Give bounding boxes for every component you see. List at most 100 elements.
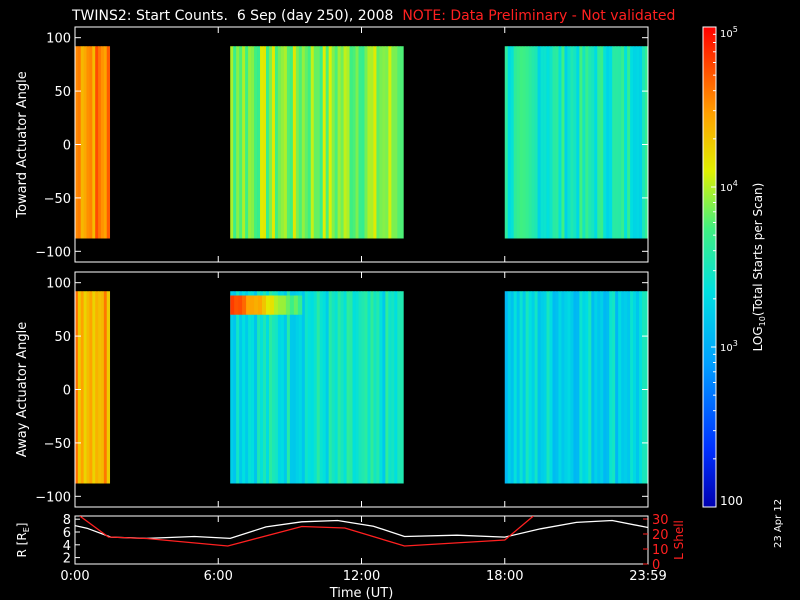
away-hot-cell: [269, 295, 275, 315]
away-cell: [95, 291, 99, 484]
away-cell: [325, 291, 330, 484]
toward-cell: [618, 46, 622, 239]
toward-cell: [367, 46, 371, 239]
away-cell: [242, 291, 246, 484]
toward-cell: [254, 46, 258, 239]
away-cell: [624, 291, 628, 484]
toward-ytick-label: −100: [35, 245, 71, 260]
toward-cell: [334, 46, 339, 239]
colorbar-gradient: [703, 27, 716, 507]
away-cell: [376, 291, 380, 484]
colorbar-tick-base: 10: [720, 343, 733, 354]
away-cell: [385, 291, 389, 484]
colorbar-tick-exp: 4: [733, 179, 738, 188]
away-cell: [364, 291, 368, 484]
orbit-ytick-left-label: 8: [63, 513, 71, 528]
toward-cell: [358, 46, 362, 239]
away-cell: [531, 291, 535, 484]
colorbar-label-sub: 10: [758, 316, 767, 326]
away-cell: [75, 291, 79, 484]
toward-cell: [364, 46, 368, 239]
toward-cell: [370, 46, 374, 239]
away-cell: [612, 291, 616, 484]
away-cell: [582, 291, 586, 484]
toward-ytick-label: 100: [46, 32, 71, 47]
away-cell: [271, 291, 276, 484]
toward-cell: [385, 46, 389, 239]
orbit-xtick-label: 23:59: [629, 569, 666, 584]
away-cell: [245, 291, 249, 484]
toward-cell: [274, 46, 279, 239]
away-cell: [92, 291, 96, 484]
toward-cell: [543, 46, 547, 239]
away-cell: [98, 291, 102, 484]
toward-cell: [349, 46, 353, 239]
orbit-xtick-label: 6:00: [204, 569, 233, 584]
away-cell: [504, 291, 509, 484]
away-hot-cell: [258, 295, 263, 315]
toward-cell: [307, 46, 312, 239]
toward-cell: [642, 46, 646, 239]
orbit-xtick-label: 18:00: [486, 569, 523, 584]
toward-cell: [75, 46, 79, 239]
away-cell: [519, 291, 524, 484]
away-cell: [343, 291, 347, 484]
toward-cell: [546, 46, 550, 239]
toward-cell: [257, 46, 261, 239]
away-cell: [328, 291, 333, 484]
away-cell: [83, 291, 87, 484]
away-hot-cell: [250, 295, 255, 315]
orbit-ylabel-right: L Shell: [672, 520, 686, 560]
away-cell: [370, 291, 374, 484]
toward-cell: [277, 46, 282, 239]
toward-cell: [236, 46, 240, 239]
toward-cell: [645, 46, 649, 239]
away-hot-cell: [238, 295, 243, 315]
away-cell: [591, 291, 595, 484]
away-cell: [248, 291, 252, 484]
toward-cell: [564, 46, 568, 239]
away-cell: [361, 291, 365, 484]
toward-cell: [621, 46, 625, 239]
away-cell: [522, 291, 527, 484]
away-cell: [618, 291, 622, 484]
away-cell: [106, 291, 111, 484]
toward-cell: [606, 46, 610, 239]
away-hot-cell: [285, 295, 291, 315]
away-cell: [337, 291, 342, 484]
chart-title: TWINS2: Start Counts. 6 Sep (day 250), 2…: [72, 8, 675, 24]
colorbar-frame: [702, 26, 717, 508]
away-cell: [367, 291, 371, 484]
away-hot-cell: [262, 295, 267, 315]
toward-cell: [615, 46, 619, 239]
orbit-ytick-right-label: 10: [652, 543, 669, 558]
away-hot-cell: [281, 295, 287, 315]
colorbar-tick-base: 10: [720, 29, 733, 40]
toward-cell: [77, 46, 82, 239]
colorbar-tick-base: 100: [720, 494, 743, 508]
toward-cell: [537, 46, 541, 239]
toward-cell: [558, 46, 562, 239]
away-cell: [379, 291, 383, 484]
toward-cell: [346, 46, 350, 239]
colorbar-tick-base: 10: [720, 183, 733, 194]
toward-cell: [376, 46, 380, 239]
away-cell: [349, 291, 353, 484]
toward-cell: [507, 46, 512, 239]
toward-cell: [510, 46, 515, 239]
toward-cell: [624, 46, 628, 239]
away-hot-cell: [266, 295, 271, 315]
away-cell: [645, 291, 649, 484]
toward-cell: [525, 46, 530, 239]
toward-cell: [555, 46, 559, 239]
away-cell: [513, 291, 518, 484]
away-cell: [239, 291, 243, 484]
toward-cell: [328, 46, 333, 239]
away-cell: [257, 291, 261, 484]
away-cell: [555, 291, 559, 484]
toward-cell: [298, 46, 303, 239]
toward-cell: [248, 46, 252, 239]
away-cell: [274, 291, 279, 484]
